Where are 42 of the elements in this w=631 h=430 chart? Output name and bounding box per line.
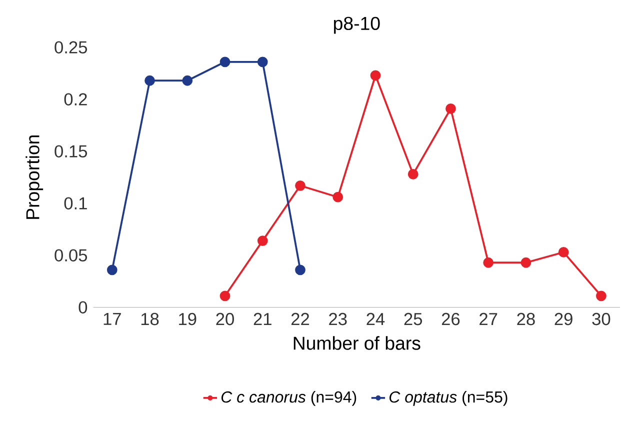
point (483, 257, 494, 268)
x-tick-label: 23 (329, 312, 347, 326)
point (144, 75, 155, 86)
point (295, 264, 306, 276)
point (446, 103, 456, 114)
point (408, 169, 418, 180)
point (596, 290, 606, 302)
x-tick-label: 22 (291, 312, 309, 326)
y-tick-label: 0.25 (54, 41, 88, 54)
point (220, 290, 230, 302)
x-tick-label: 29 (554, 312, 572, 326)
x-tick-label: 25 (404, 312, 422, 326)
x-tick-label: 24 (366, 312, 385, 326)
x-tick-label: 27 (480, 312, 498, 326)
y-tick-label: 0 (78, 301, 88, 314)
y-tick-label: 0.2 (64, 93, 87, 106)
y-tick-label: 0.05 (54, 249, 88, 262)
legend-label: C optatus (n=55) (390, 390, 508, 406)
point (520, 257, 532, 268)
x-tick-label: 17 (104, 312, 121, 325)
x-tick-label: 28 (517, 312, 535, 326)
point (257, 56, 268, 68)
x-tick-label: 19 (179, 312, 196, 326)
point (220, 56, 230, 68)
point (182, 75, 193, 86)
x-tick-label: 18 (141, 312, 159, 326)
point (332, 192, 344, 202)
point (257, 236, 268, 246)
x-tick-label: 21 (254, 312, 272, 326)
x-tick-label: 26 (442, 312, 460, 326)
chart-title: p8-10 (334, 16, 380, 34)
x-tick-label: 20 (216, 312, 234, 326)
x-axis-title: Number of bars (294, 336, 420, 350)
point (106, 264, 118, 276)
y-tick-label: 0.15 (54, 145, 88, 158)
x-tick-label: 30 (592, 312, 610, 326)
point (370, 70, 381, 81)
y-axis-title: Proportion (26, 135, 44, 219)
legend-label: C c canorus (n=94) (221, 390, 356, 406)
point (558, 247, 569, 258)
point (295, 180, 306, 191)
y-tick-label: 0.1 (64, 197, 87, 210)
